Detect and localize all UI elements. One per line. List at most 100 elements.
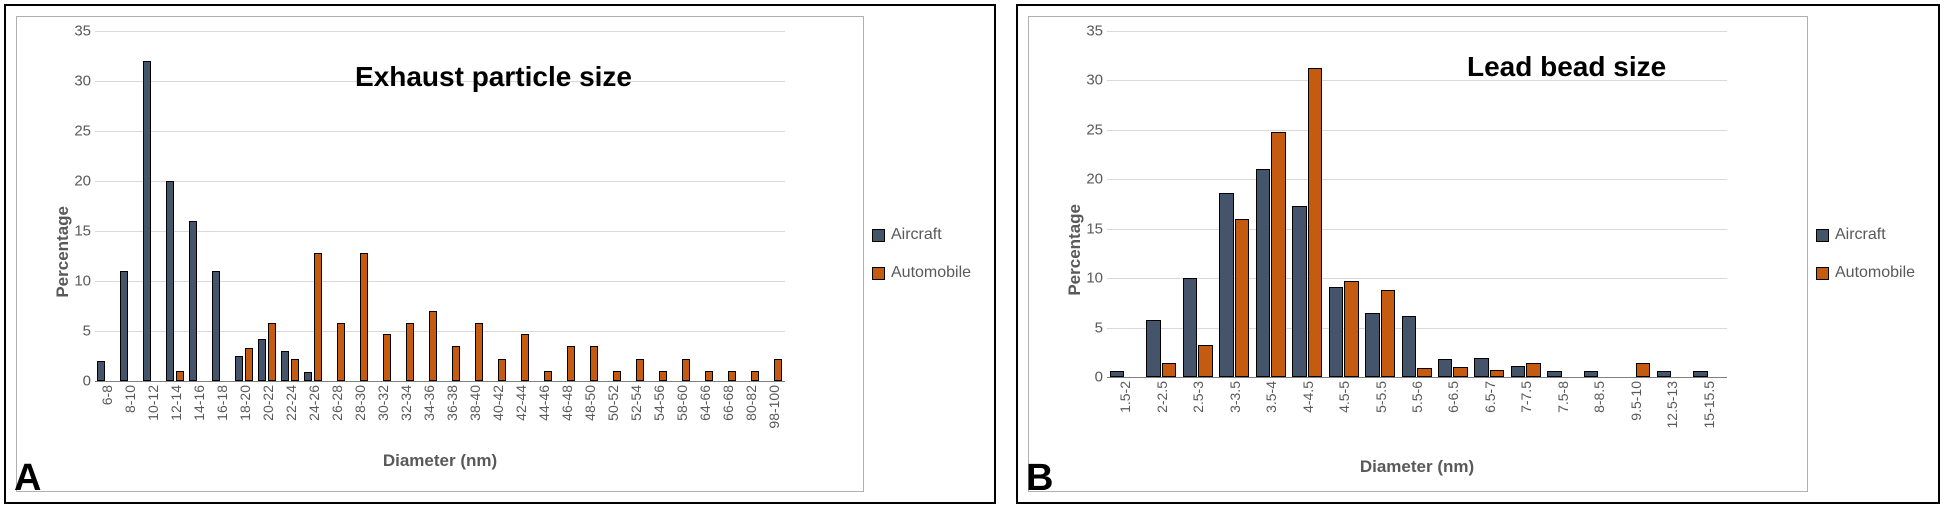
ytick-label: 15	[74, 223, 91, 240]
legend-swatch	[872, 267, 885, 280]
bar-automobile	[268, 323, 277, 381]
bar-automobile	[567, 346, 576, 381]
xtick-label: 6-8	[99, 385, 115, 405]
bar-automobile	[498, 359, 507, 381]
xtick-label: 42-44	[513, 385, 529, 421]
x-axis-label: Diameter (nm)	[1360, 457, 1474, 477]
xtick-label: 10-12	[145, 385, 161, 421]
ytick-label: 35	[74, 23, 91, 40]
legend-item-aircraft: Aircraft	[1816, 226, 1938, 244]
xtick-label: 22-24	[283, 385, 299, 421]
bar-aircraft	[1511, 366, 1526, 377]
bar-aircraft	[1292, 206, 1307, 377]
ytick-label: 5	[1095, 319, 1103, 336]
xtick-label: 44-46	[536, 385, 552, 421]
legend-b: Aircraft Automobile	[1808, 6, 1938, 502]
bar-automobile	[452, 346, 461, 381]
ytick-label: 10	[74, 273, 91, 290]
xtick-label: 4.5-5	[1336, 381, 1352, 413]
bar-automobile	[1162, 363, 1177, 377]
bar-automobile	[1636, 363, 1651, 377]
legend-label: Aircraft	[891, 226, 942, 244]
bar-aircraft	[166, 181, 175, 381]
xtick-label: 2-2.5	[1154, 381, 1170, 413]
bar-aircraft	[97, 361, 106, 381]
y-axis-label: Percentage	[1065, 204, 1085, 296]
xtick-label: 66-68	[720, 385, 736, 421]
xtick-label: 18-20	[237, 385, 253, 421]
baseline	[1107, 377, 1727, 378]
bar-aircraft	[1365, 313, 1380, 377]
panel-letter-b: B	[1026, 457, 1053, 500]
bar-aircraft	[1183, 278, 1198, 377]
bar-automobile	[1344, 281, 1359, 377]
xtick-label: 5.5-6	[1409, 381, 1425, 413]
xtick-label: 38-40	[467, 385, 483, 421]
xtick-label: 20-22	[260, 385, 276, 421]
panel-letter-a: A	[14, 457, 41, 500]
bar-automobile	[613, 371, 622, 381]
chart-b-box: Lead bead size05101520253035PercentageDi…	[1028, 16, 1808, 492]
bar-aircraft	[120, 271, 129, 381]
xtick-label: 1.5-2	[1117, 381, 1133, 413]
xtick-label: 9.5-10	[1628, 381, 1644, 421]
bar-automobile	[1417, 368, 1432, 377]
bar-automobile	[705, 371, 714, 381]
bar-aircraft	[235, 356, 244, 381]
xtick-label: 98-100	[766, 385, 782, 429]
ytick-label: 20	[1086, 171, 1103, 188]
xtick-label: 58-60	[674, 385, 690, 421]
bar-aircraft	[1256, 169, 1271, 377]
bar-automobile	[1198, 345, 1213, 377]
xtick-label: 7-7.5	[1518, 381, 1534, 413]
x-axis-label: Diameter (nm)	[383, 451, 497, 471]
bar-aircraft	[143, 61, 152, 381]
bar-automobile	[475, 323, 484, 381]
xtick-label: 2.5-3	[1190, 381, 1206, 413]
legend-swatch	[872, 229, 885, 242]
xtick-label: 30-32	[375, 385, 391, 421]
ytick-label: 20	[74, 173, 91, 190]
bar-automobile	[1308, 68, 1323, 377]
ytick-label: 30	[1086, 72, 1103, 89]
legend-label: Automobile	[891, 264, 971, 282]
bar-automobile	[521, 334, 530, 381]
xtick-label: 54-56	[651, 385, 667, 421]
ytick-label: 5	[83, 323, 91, 340]
bar-automobile	[1271, 132, 1286, 377]
ytick-label: 10	[1086, 270, 1103, 287]
chart-a-box: Exhaust particle size05101520253035Perce…	[16, 16, 864, 492]
panel-a: Exhaust particle size05101520253035Perce…	[4, 4, 996, 504]
bar-aircraft	[212, 271, 221, 381]
bar-automobile	[383, 334, 392, 381]
xtick-label: 8-10	[122, 385, 138, 413]
chart-title: Lead bead size	[1467, 51, 1666, 83]
legend-label: Aircraft	[1835, 226, 1886, 244]
bar-automobile	[429, 311, 438, 381]
bar-aircraft	[1146, 320, 1161, 377]
bar-automobile	[728, 371, 737, 381]
legend-item-automobile: Automobile	[1816, 264, 1938, 282]
plot-area: Exhaust particle size05101520253035Perce…	[95, 31, 785, 381]
bar-automobile	[682, 359, 691, 381]
xtick-label: 5-5.5	[1373, 381, 1389, 413]
bar-automobile	[314, 253, 323, 381]
bar-aircraft	[1329, 287, 1344, 377]
xtick-label: 8-8.5	[1591, 381, 1607, 413]
xtick-label: 50-52	[605, 385, 621, 421]
xtick-label: 14-16	[191, 385, 207, 421]
bar-aircraft	[304, 372, 313, 381]
bar-automobile	[1490, 370, 1505, 377]
ytick-label: 15	[1086, 220, 1103, 237]
bar-automobile	[1526, 363, 1541, 377]
bar-automobile	[245, 348, 254, 381]
bar-aircraft	[189, 221, 198, 381]
ytick-label: 0	[83, 373, 91, 390]
xtick-label: 64-66	[697, 385, 713, 421]
legend-item-aircraft: Aircraft	[872, 226, 994, 244]
xtick-label: 24-26	[306, 385, 322, 421]
legend-swatch	[1816, 229, 1829, 242]
legend-item-automobile: Automobile	[872, 264, 994, 282]
bar-automobile	[636, 359, 645, 381]
xtick-label: 12.5-13	[1664, 381, 1680, 428]
